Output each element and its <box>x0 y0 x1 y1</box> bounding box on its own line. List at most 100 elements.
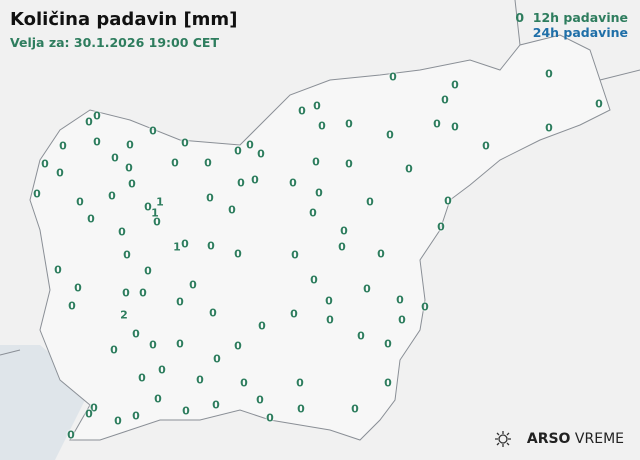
station-value: 0 <box>345 117 353 131</box>
station-value: 0 <box>153 215 161 229</box>
slovenia-region <box>29 34 611 441</box>
station-value: 0 <box>326 313 334 327</box>
station-value: 0 <box>266 411 274 425</box>
brand-light: VREME <box>574 431 624 447</box>
station-value: 0 <box>289 176 297 190</box>
station-value: 0 <box>366 195 374 209</box>
station-value: 0 <box>228 203 236 217</box>
sun-cloud-icon <box>494 431 511 447</box>
station-value: 0 <box>54 263 62 277</box>
station-value: 0 <box>437 220 445 234</box>
station-value: 0 <box>325 294 333 308</box>
station-value: 0 <box>126 138 134 152</box>
station-value: 0 <box>207 239 215 253</box>
station-value: 0 <box>90 401 98 415</box>
station-value: 0 <box>258 319 266 333</box>
station-value: 0 <box>110 343 118 357</box>
station-value: 0 <box>256 393 264 407</box>
station-value: 0 <box>93 135 101 149</box>
station-value: 0 <box>338 240 346 254</box>
station-value: 0 <box>386 128 394 142</box>
page-title: Količina padavin [mm] <box>10 9 238 30</box>
station-value: 0 <box>74 281 82 295</box>
station-value: 0 <box>144 264 152 278</box>
brand-strong: ARSO <box>526 431 571 447</box>
station-value: 0 <box>296 376 304 390</box>
station-value: 0 <box>181 136 189 150</box>
station-value: 0 <box>213 352 221 366</box>
station-value: 0 <box>139 286 147 300</box>
station-value: 0 <box>114 414 122 428</box>
station-value: 0 <box>154 392 162 406</box>
station-value: 0 <box>132 409 140 423</box>
station-value: 0 <box>33 187 41 201</box>
station-value: 0 <box>237 176 245 190</box>
station-value: 0 <box>128 177 136 191</box>
station-value: 0 <box>357 329 365 343</box>
station-value: 0 <box>595 97 603 111</box>
station-value: 0 <box>138 371 146 385</box>
station-value: 0 <box>315 186 323 200</box>
station-value: 0 <box>171 156 179 170</box>
station-value: 0 <box>312 155 320 169</box>
station-value: 0 <box>144 200 152 214</box>
station-value: 0 <box>149 124 157 138</box>
station-value: 0 <box>351 402 359 416</box>
station-value: 0 <box>76 195 84 209</box>
station-value: 0 <box>345 157 353 171</box>
station-value: 0 <box>182 404 190 418</box>
station-value: 0 <box>93 109 101 123</box>
station-value: 0 <box>181 237 189 251</box>
station-value: 0 <box>234 247 242 261</box>
station-value: 0 <box>189 278 197 292</box>
station-value: 0 <box>444 194 452 208</box>
station-value: 0 <box>118 225 126 239</box>
station-value: 0 <box>482 139 490 153</box>
legend-12h: 12h padavine <box>532 10 628 25</box>
station-value: 0 <box>451 120 459 134</box>
station-value: 0 <box>257 147 265 161</box>
station-value: 0 <box>68 299 76 313</box>
legend-24h: 24h padavine <box>532 25 628 40</box>
station-value: 0 <box>234 339 242 353</box>
station-value: 0 <box>108 189 116 203</box>
station-value: 0 <box>149 338 157 352</box>
station-value: 0 <box>204 156 212 170</box>
station-value: 0 <box>309 206 317 220</box>
station-value: 0 <box>176 337 184 351</box>
station-value: 0 <box>441 93 449 107</box>
station-value: 0 <box>158 363 166 377</box>
station-value: 0 <box>85 115 93 129</box>
legend-sample: 0 <box>515 10 525 25</box>
station-value: 0 <box>41 157 49 171</box>
station-value: 0 <box>206 191 214 205</box>
station-value: 0 <box>59 139 67 153</box>
station-value: 1 <box>173 240 181 254</box>
station-value: 0 <box>318 119 326 133</box>
station-value: 0 <box>132 327 140 341</box>
station-value: 0 <box>433 117 441 131</box>
station-value: 0 <box>363 282 371 296</box>
station-value: 2 <box>120 308 128 322</box>
station-value: 0 <box>234 144 242 158</box>
brand-logo: ARSO VREME <box>493 430 624 448</box>
station-value: 0 <box>122 286 130 300</box>
station-value: 0 <box>87 212 95 226</box>
station-value: 0 <box>298 104 306 118</box>
station-value: 0 <box>85 407 93 421</box>
station-value: 0 <box>384 337 392 351</box>
station-value: 0 <box>313 99 321 113</box>
station-value: 0 <box>56 166 64 180</box>
station-value: 0 <box>291 248 299 262</box>
station-value: 0 <box>297 402 305 416</box>
station-value: 1 <box>151 206 159 220</box>
station-value: 0 <box>405 162 413 176</box>
station-value: 0 <box>389 70 397 84</box>
station-value: 0 <box>111 151 119 165</box>
station-value: 0 <box>176 295 184 309</box>
station-value: 0 <box>125 161 133 175</box>
country-border <box>0 0 640 356</box>
station-value: 0 <box>251 173 259 187</box>
station-value: 0 <box>545 67 553 81</box>
